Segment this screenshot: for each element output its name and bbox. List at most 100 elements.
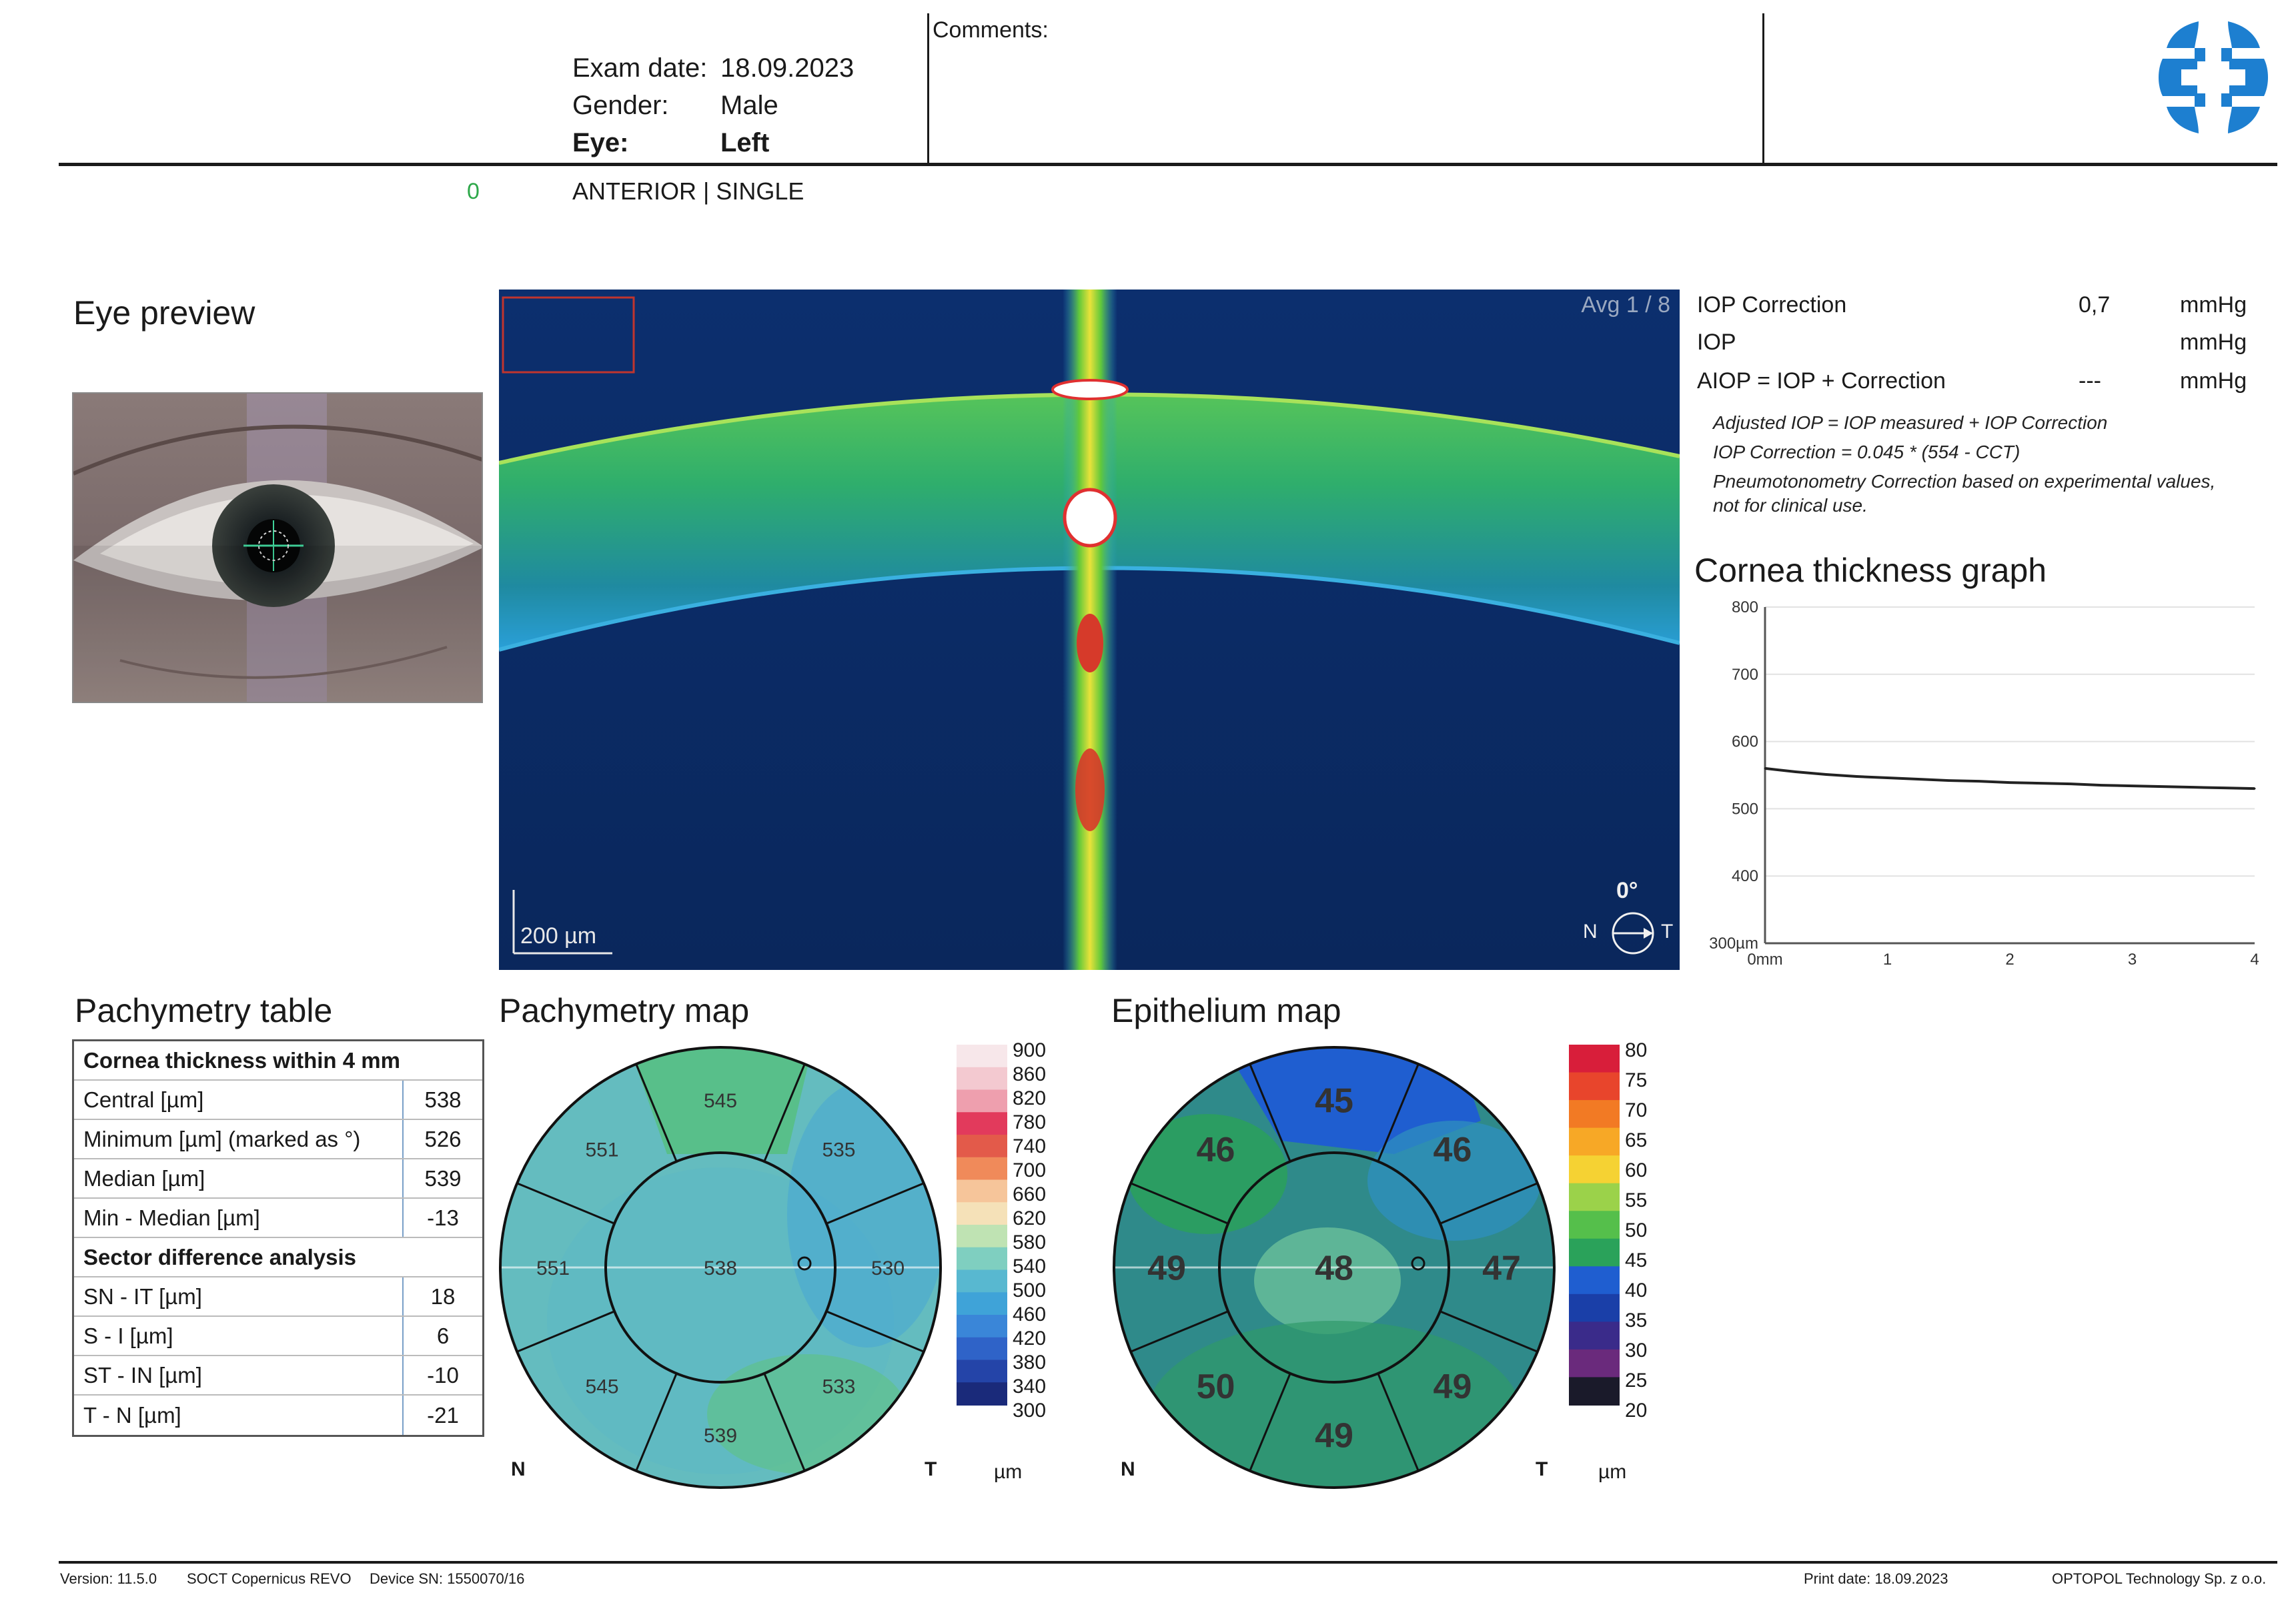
colorbar-label: 70: [1625, 1099, 1648, 1121]
pachymetry-table-title: Pachymetry table: [75, 992, 333, 1029]
table-row: ST - IN [µm] -10: [74, 1356, 482, 1396]
colorbar-label: 50: [1625, 1219, 1648, 1241]
colorbar-swatch: [957, 1315, 1007, 1338]
colorbar-label: 340: [1013, 1376, 1047, 1398]
gender-label: Gender:: [572, 91, 669, 120]
exam-date-label: Exam date:: [572, 53, 708, 83]
row-value: 6: [436, 1323, 450, 1348]
map-color-region: [1254, 1227, 1401, 1334]
map-sector-value: 49: [1147, 1249, 1186, 1288]
colorbar-label: 35: [1625, 1309, 1648, 1331]
colorbar-label: 75: [1625, 1069, 1648, 1091]
map-sector-divider: [1130, 1310, 1229, 1353]
thickness-point: [2131, 784, 2133, 787]
thickness-point: [2253, 787, 2256, 790]
map-color-region: [707, 1354, 907, 1474]
map-sector-value: 49: [1433, 1368, 1472, 1406]
colorbar-swatch: [1569, 1377, 1620, 1406]
epithelium-unit: µm: [1598, 1461, 1627, 1483]
map-color-region: [1147, 1321, 1521, 1488]
scan-indicator: 0: [467, 179, 480, 204]
colorbar-swatch: [1569, 1266, 1620, 1295]
colorbar-label: 20: [1625, 1400, 1648, 1422]
iop-label: IOP: [1697, 330, 1736, 355]
colorbar-label: 740: [1013, 1135, 1047, 1157]
map-center-value: 538: [704, 1257, 737, 1279]
map-sector-divider: [1130, 1182, 1229, 1225]
thickness-point: [1886, 776, 1888, 779]
colorbar-swatch: [1569, 1321, 1620, 1350]
map-color-region: [627, 1047, 814, 1154]
row-label: Median [µm]: [74, 1159, 404, 1197]
map-sector-value: 46: [1433, 1131, 1472, 1169]
y-tick-label: 800: [1732, 598, 1758, 616]
pachymetry-unit: µm: [994, 1461, 1023, 1483]
pachymetry-map-title: Pachymetry map: [499, 992, 750, 1029]
colorbar-label: 860: [1013, 1063, 1047, 1085]
map-sector-value: 539: [704, 1425, 737, 1447]
footer-device-model: SOCT Copernicus REVO: [187, 1570, 352, 1587]
row-label: ST - IN [µm]: [74, 1356, 404, 1394]
colorbar-label: 780: [1013, 1111, 1047, 1133]
colorbar-label: 900: [1013, 1039, 1047, 1061]
thickness-point: [2192, 786, 2195, 788]
bscan-angle: 0°: [1616, 878, 1638, 903]
pachymetry-temporal: T: [925, 1458, 937, 1480]
colorbar-label: 540: [1013, 1255, 1047, 1277]
iop-note-4: not for clinical use.: [1713, 495, 1868, 516]
table-row: S - I [µm] 6: [74, 1317, 482, 1356]
table-row: T - N [µm] -21: [74, 1396, 482, 1435]
map-sector-value: 45: [1315, 1082, 1353, 1121]
colorbar-label: 820: [1013, 1087, 1047, 1109]
header-divider-1: [927, 13, 929, 164]
bscan-nasal: N: [1583, 921, 1598, 943]
comments-label: Comments:: [933, 17, 1049, 43]
row-label: Min - Median [µm]: [74, 1199, 404, 1237]
colorbar-swatch: [957, 1179, 1007, 1203]
map-sector-value: 46: [1197, 1131, 1235, 1169]
map-color-region: [1127, 1114, 1287, 1234]
map-sector-value: 551: [536, 1257, 570, 1279]
map-sector-divider: [763, 1373, 806, 1472]
colorbar-label: 40: [1625, 1279, 1648, 1301]
footer-company: OPTOPOL Technology Sp. z o.o.: [2052, 1570, 2267, 1587]
colorbar-swatch: [957, 1045, 1007, 1068]
epithelium-map: 48 45 46 47 49 49 50 49 46: [1107, 1041, 1561, 1494]
map-sector-value: 49: [1315, 1417, 1353, 1456]
y-tick-label: 500: [1732, 800, 1758, 818]
row-value: 538: [424, 1087, 462, 1112]
eye-value: Left: [720, 128, 770, 157]
thickness-point: [1764, 767, 1766, 770]
epithelium-map-title: Epithelium map: [1111, 992, 1341, 1029]
table-row: Min - Median [µm] -13: [74, 1199, 482, 1238]
thickness-point: [2070, 782, 2073, 785]
thickness-point: [1916, 778, 1919, 780]
map-sector-value: 545: [585, 1376, 618, 1398]
aiop-label: AIOP = IOP + Correction: [1697, 368, 1946, 394]
colorbar-swatch: [957, 1157, 1007, 1181]
map-sector-divider: [1249, 1063, 1291, 1162]
thickness-point: [1794, 770, 1797, 773]
colorbar-swatch: [957, 1225, 1007, 1248]
scan-mode: ANTERIOR | SINGLE: [572, 177, 804, 205]
map-color-region: [1367, 1121, 1541, 1241]
pachymetry-table: Cornea thickness within 4 mm Central [µm…: [72, 1039, 484, 1437]
map-outer-ring: [1113, 1046, 1556, 1489]
colorbar-swatch: [1569, 1155, 1620, 1184]
colorbar-swatch: [957, 1337, 1007, 1361]
map-sector-divider: [635, 1063, 678, 1162]
row-value: -10: [427, 1362, 459, 1388]
colorbar-label: 700: [1013, 1159, 1047, 1181]
map-sector-value: 47: [1482, 1249, 1521, 1288]
colorbar-swatch: [957, 1382, 1007, 1406]
colorbar-label: 45: [1625, 1249, 1648, 1271]
thickness-point: [1978, 780, 1980, 782]
eye-preview-title: Eye preview: [73, 294, 255, 332]
epithelium-nasal: N: [1121, 1458, 1135, 1480]
colorbar-swatch: [1569, 1349, 1620, 1378]
colorbar-label: 660: [1013, 1183, 1047, 1205]
colorbar-label: 460: [1013, 1303, 1047, 1325]
colorbar-swatch: [1569, 1238, 1620, 1267]
aiop-unit: mmHg: [2180, 368, 2247, 394]
colorbar-swatch: [1569, 1072, 1620, 1101]
